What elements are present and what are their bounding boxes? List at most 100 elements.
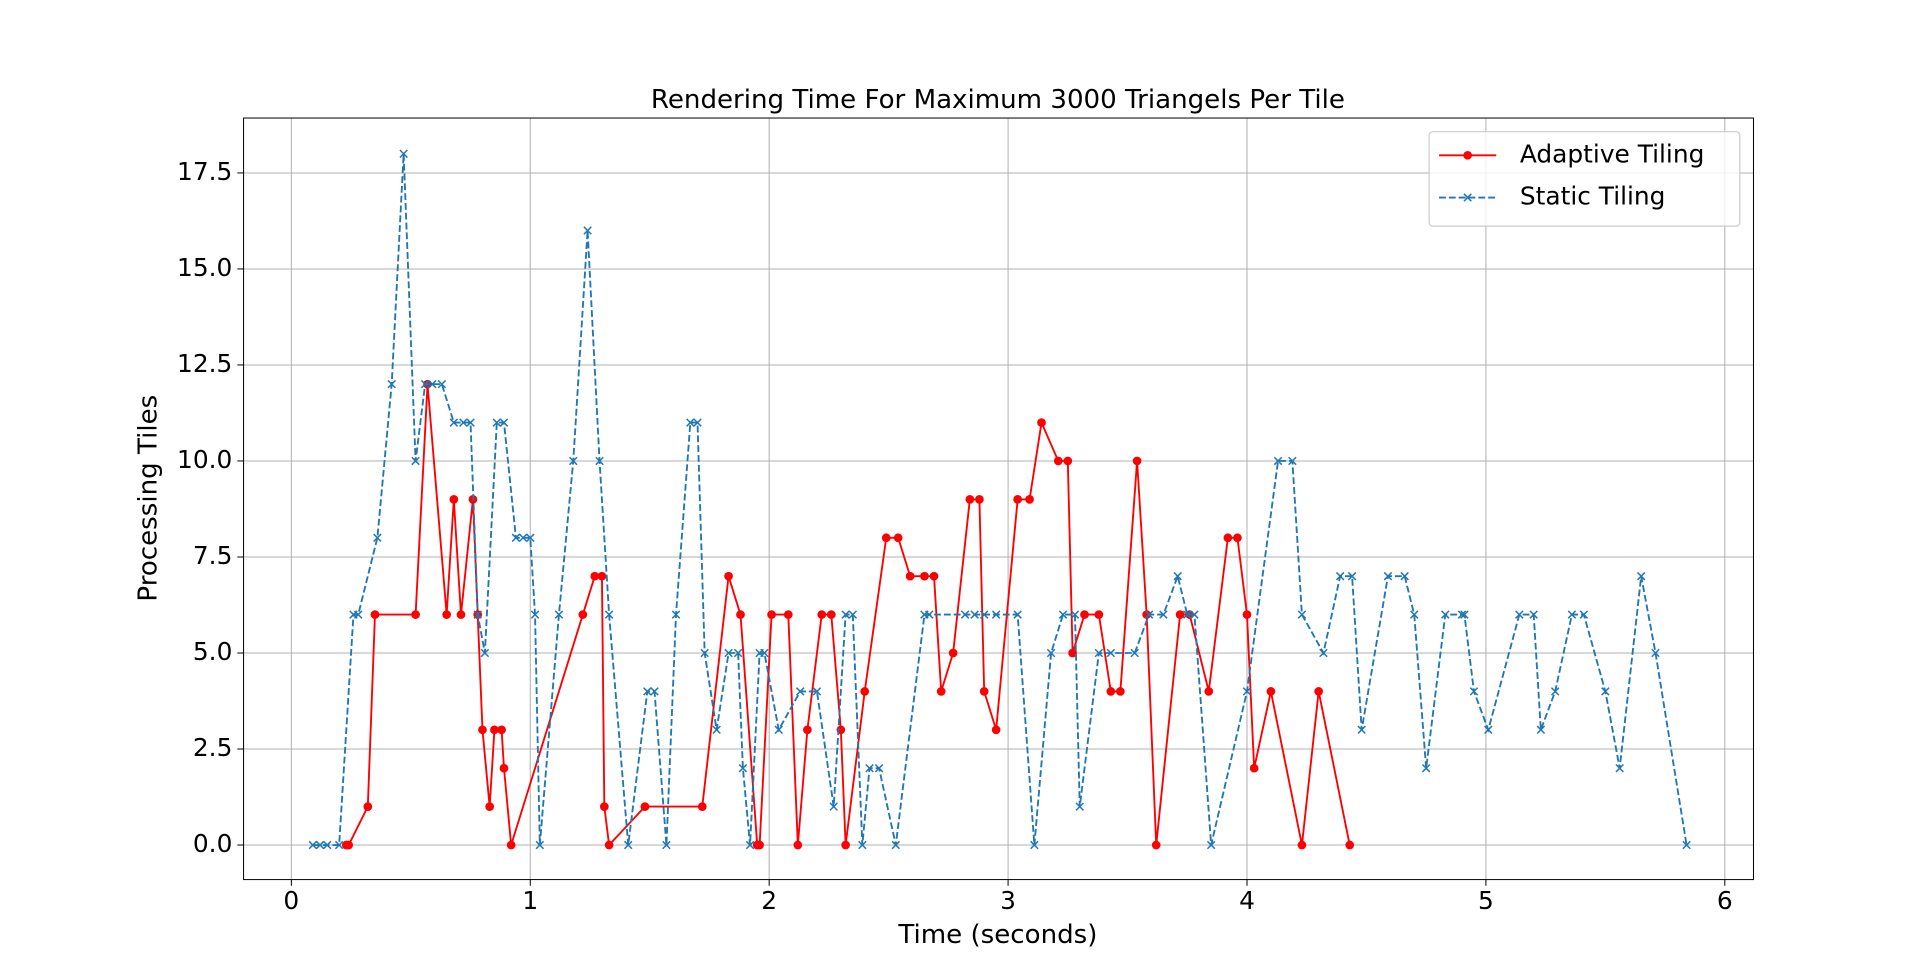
point: [1094, 610, 1104, 619]
point: [1242, 687, 1252, 696]
point: [1601, 687, 1610, 696]
point: [874, 763, 884, 773]
point: [428, 379, 437, 389]
point: [590, 571, 600, 581]
point: [459, 418, 468, 427]
point: [530, 610, 540, 619]
point: [712, 725, 721, 735]
y-tick-label: 17.5: [177, 157, 232, 186]
point: [308, 840, 318, 850]
legend-box: [1428, 131, 1741, 227]
point: [1190, 610, 1199, 619]
point: [700, 648, 709, 658]
point: [1409, 610, 1419, 619]
point: [353, 610, 363, 619]
point: [1144, 610, 1154, 619]
point: [1345, 840, 1355, 850]
x-tick-label: 6: [1717, 886, 1733, 915]
point: [1357, 725, 1366, 735]
legend-label: Adaptive Tiling: [1520, 139, 1705, 168]
point: [449, 418, 459, 427]
point: [733, 648, 743, 658]
point: [783, 610, 793, 619]
point: [1421, 763, 1431, 773]
point: [1266, 687, 1276, 696]
point: [442, 610, 451, 619]
point: [1550, 687, 1560, 696]
point: [1223, 533, 1233, 543]
point: [1682, 840, 1691, 850]
x-tick-label: 4: [1239, 886, 1255, 915]
point: [363, 802, 373, 811]
point: [1013, 610, 1022, 619]
point: [774, 725, 783, 735]
point: [1106, 687, 1116, 696]
point: [948, 648, 958, 658]
point: [599, 802, 609, 811]
point: [1297, 840, 1307, 850]
point: [569, 456, 578, 466]
point: [1484, 725, 1493, 735]
series: [341, 379, 1355, 850]
point: [497, 725, 506, 735]
point: [893, 533, 903, 543]
x-axis-label: Time (seconds): [897, 920, 1097, 950]
point: [724, 648, 733, 658]
point: [511, 533, 521, 543]
point: [1469, 687, 1479, 696]
point: [370, 610, 380, 619]
point: [1288, 456, 1297, 466]
point: [841, 610, 850, 619]
point: [1249, 763, 1259, 773]
point: [466, 418, 475, 427]
point: [929, 571, 939, 581]
point: [518, 533, 528, 543]
point: [1063, 456, 1073, 466]
point: [604, 840, 614, 850]
point: [554, 610, 564, 619]
point: [960, 610, 970, 619]
point: [456, 610, 466, 619]
point: [724, 571, 733, 581]
point: [924, 610, 934, 619]
point: [1173, 571, 1182, 581]
point: [826, 610, 836, 619]
point: [499, 418, 509, 427]
point: [745, 840, 755, 850]
point: [334, 840, 344, 850]
point: [1319, 648, 1328, 658]
point: [841, 840, 850, 850]
point: [829, 802, 838, 811]
point: [597, 571, 607, 581]
point: [1515, 610, 1524, 619]
point: [1335, 571, 1345, 581]
point: [478, 725, 487, 735]
legend-label: Static Tiling: [1520, 182, 1666, 211]
point: [1529, 610, 1538, 619]
point: [485, 802, 494, 811]
point: [1025, 495, 1034, 504]
chart-title: Rendering Time For Maximum 3000 Triangel…: [651, 85, 1345, 115]
point: [817, 610, 827, 619]
point: [803, 725, 812, 735]
point: [643, 687, 652, 696]
point: [1441, 610, 1450, 619]
point: [1116, 687, 1125, 696]
x-tick-label: 5: [1478, 886, 1494, 915]
point: [697, 802, 707, 811]
point: [387, 379, 396, 389]
point: [1058, 610, 1068, 619]
point: [891, 840, 901, 850]
point: [1651, 648, 1660, 658]
point: [991, 610, 1001, 619]
x-tick-label: 1: [522, 886, 538, 915]
point: [1130, 648, 1139, 658]
point: [583, 226, 592, 235]
point: [437, 379, 447, 389]
point: [1536, 725, 1546, 735]
point: [812, 687, 822, 696]
point: [1030, 840, 1039, 850]
point: [860, 687, 870, 696]
y-tick-label: 12.5: [177, 349, 232, 378]
y-tick-label: 7.5: [193, 541, 233, 570]
